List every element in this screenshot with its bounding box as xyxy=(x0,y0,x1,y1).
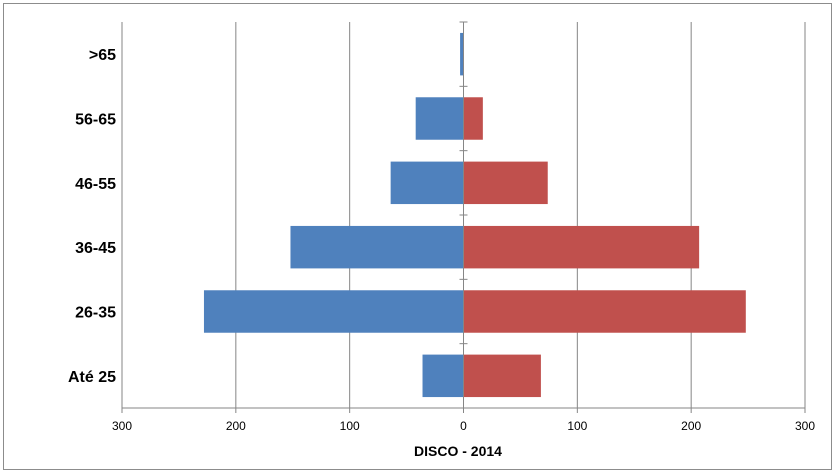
x-tick-label: 200 xyxy=(681,419,701,433)
axes xyxy=(121,21,806,413)
bar-right xyxy=(463,290,746,333)
bars xyxy=(203,32,746,398)
category-label: 46-55 xyxy=(75,176,116,193)
bar-left xyxy=(290,225,464,269)
bar-right xyxy=(463,97,483,140)
category-label: >65 xyxy=(89,47,116,64)
bar-right xyxy=(463,354,541,398)
gridlines xyxy=(121,22,806,408)
x-tick-label: 200 xyxy=(226,419,246,433)
category-label: 26-35 xyxy=(75,305,116,322)
bar-right xyxy=(463,225,700,269)
x-axis-title: DISCO - 2014 xyxy=(414,443,502,459)
bar-left xyxy=(460,32,464,76)
bar-left xyxy=(390,161,464,205)
x-tick-label: 100 xyxy=(567,419,587,433)
category-label: 56-65 xyxy=(75,112,116,129)
x-tick-label: 100 xyxy=(340,419,360,433)
bar-right xyxy=(463,161,548,205)
category-label: Até 25 xyxy=(68,369,116,386)
x-tick-label: 300 xyxy=(112,419,132,433)
x-tick-label: 0 xyxy=(460,419,467,433)
bar-left xyxy=(422,354,464,398)
bar-left xyxy=(203,290,464,333)
x-tick-label: 300 xyxy=(795,419,815,433)
labels: 300 200 100 0 100 200 300 Até 25 26-35 36-45 46-55… xyxy=(68,47,815,433)
bar-left xyxy=(415,97,464,140)
category-label: 36-45 xyxy=(75,240,116,257)
